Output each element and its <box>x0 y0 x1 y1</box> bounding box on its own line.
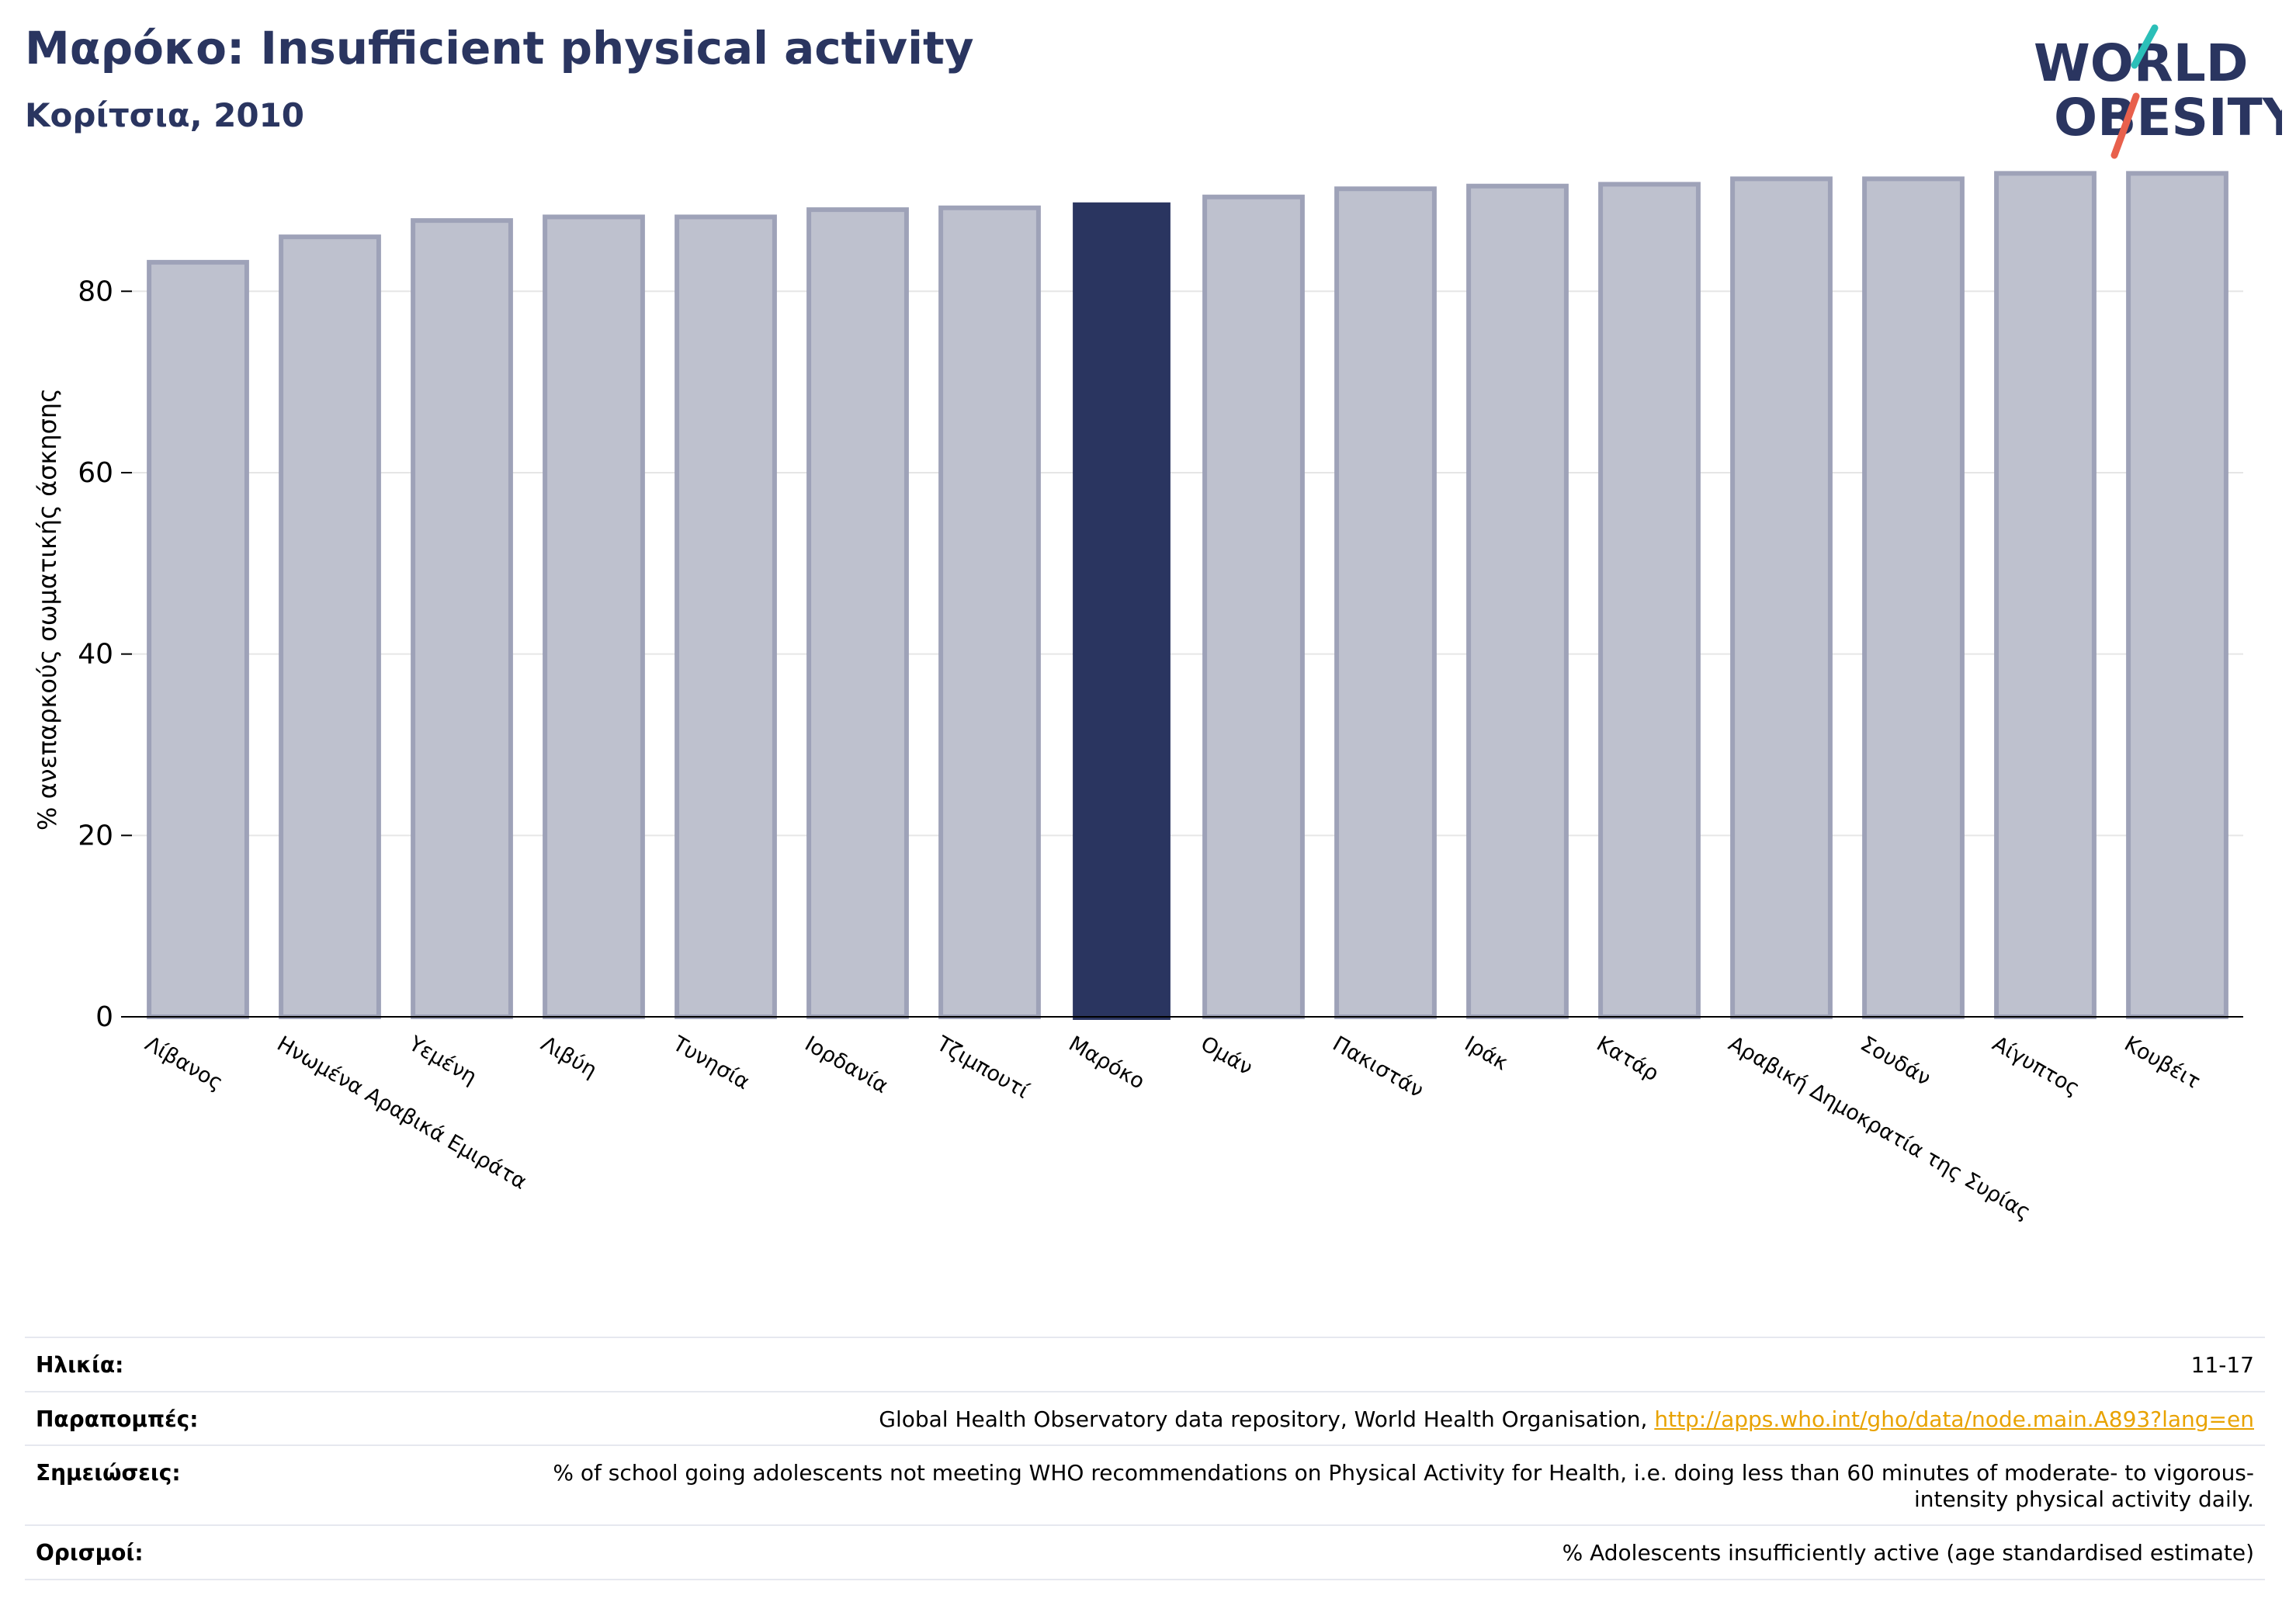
bar-4 <box>543 214 645 1019</box>
bar-chart: 0 20 40 60 80 Λίβανος Ηνωμένα Αραβικά Εμιράτα… <box>33 171 2243 1225</box>
y-tick-label: 20 <box>78 820 113 851</box>
x-tick-label: Τζιμπουτί <box>932 1032 1033 1104</box>
x-tick-label: Μαρόκο <box>1065 1032 1149 1094</box>
bar-9 <box>1202 194 1305 1020</box>
y-tick-label: 40 <box>78 639 113 671</box>
info-table: Ηλικία: 11-17 Παραπομπές: Global Health … <box>25 1337 2265 1580</box>
logo-text-obesity: OBESITY <box>2054 88 2282 147</box>
references-link[interactable]: http://apps.who.int/gho/data/node.main.A… <box>1654 1406 2254 1432</box>
bar-8 <box>1073 202 1171 1020</box>
bar-5 <box>675 214 777 1019</box>
info-value-references: Global Health Observatory data repositor… <box>491 1392 2265 1446</box>
y-tick-label: 80 <box>78 276 113 307</box>
bar-12 <box>1598 182 1701 1019</box>
bar-1 <box>147 259 249 1020</box>
references-text: Global Health Observatory data repositor… <box>879 1406 1655 1432</box>
bar-10 <box>1334 186 1437 1020</box>
x-tick-label: Ομάν <box>1197 1032 1257 1080</box>
bar-15 <box>1994 171 2097 1020</box>
x-tick-label: Αίγυπτος <box>1989 1032 2084 1101</box>
x-tick-label: Ιορδανία <box>801 1032 893 1098</box>
y-axis: 0 20 40 60 80 <box>78 276 132 1033</box>
x-tick-label: Πακιστάν <box>1329 1032 1428 1103</box>
info-row-references: Παραπομπές: Global Health Observatory da… <box>25 1391 2265 1446</box>
bar-6 <box>806 207 909 1020</box>
x-tick-label: Ιράκ <box>1461 1032 1513 1075</box>
bar-14 <box>1862 176 1965 1020</box>
page-title: Μαρόκο: Insufficient physical activity <box>25 22 974 75</box>
page-subtitle: Κορίτσια, 2010 <box>25 96 305 134</box>
logo-slash-teal <box>2131 24 2159 69</box>
world-obesity-logo: WORLD OBESITY <box>2034 24 2282 159</box>
info-row-notes: Σημειώσεις: % of school going adolescent… <box>25 1445 2265 1526</box>
x-tick-label: Τυνησία <box>668 1032 754 1095</box>
x-tick-label: Υεμένη <box>404 1032 481 1090</box>
bar-7 <box>938 205 1041 1019</box>
bar-13 <box>1730 176 1833 1020</box>
y-axis-title: % ανεπαρκούς σωματικής άσκησης <box>33 388 62 831</box>
info-row-age: Ηλικία: 11-17 <box>25 1337 2265 1392</box>
info-label-age: Ηλικία: <box>36 1352 124 1378</box>
bar-2 <box>279 234 381 1019</box>
y-tick-label: 60 <box>78 457 113 489</box>
x-tick-label: Λίβανος <box>141 1032 227 1095</box>
bar-11 <box>1466 183 1569 1019</box>
x-tick-label: Ηνωμένα Αραβικά Εμιράτα <box>273 1032 531 1195</box>
info-label-references: Παραπομπές: <box>36 1406 199 1432</box>
info-label-definitions: Ορισμοί: <box>36 1540 144 1566</box>
logo-slash-red <box>2110 92 2140 159</box>
info-label-notes: Σημειώσεις: <box>36 1460 181 1486</box>
y-tick-label: 0 <box>95 1001 113 1033</box>
logo-text-world: WORLD <box>2034 33 2249 93</box>
bar-3 <box>411 218 513 1019</box>
bar-16 <box>2126 171 2228 1020</box>
bars <box>147 171 2228 1020</box>
x-tick-label: Κατάρ <box>1593 1032 1663 1086</box>
info-value-age: 11-17 <box>2190 1352 2254 1378</box>
info-row-definitions: Ορισμοί: % Adolescents insufficiently ac… <box>25 1525 2265 1580</box>
x-tick-label: Κουβέιτ <box>2121 1032 2204 1094</box>
x-tick-label: Λιβύη <box>537 1032 602 1083</box>
info-value-definitions: % Adolescents insufficiently active (age… <box>1562 1540 2254 1566</box>
info-value-notes: % of school going adolescents not meetin… <box>553 1460 2254 1512</box>
x-tick-label: Σουδάν <box>1857 1032 1935 1091</box>
